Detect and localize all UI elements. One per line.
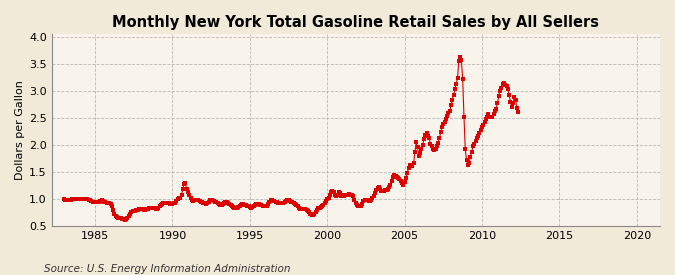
Title: Monthly New York Total Gasoline Retail Sales by All Sellers: Monthly New York Total Gasoline Retail S… <box>113 15 599 30</box>
Y-axis label: Dollars per Gallon: Dollars per Gallon <box>15 80 25 180</box>
Text: Source: U.S. Energy Information Administration: Source: U.S. Energy Information Administ… <box>44 264 290 274</box>
